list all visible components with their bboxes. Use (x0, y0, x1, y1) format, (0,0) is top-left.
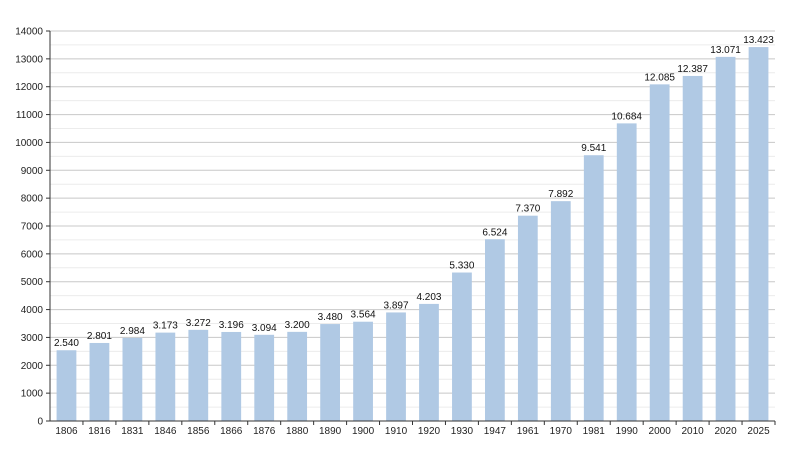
y-tick-label: 12000 (15, 82, 43, 93)
bar-value-label: 5.330 (449, 261, 474, 272)
y-tick-label: 7000 (21, 222, 44, 233)
bar (649, 84, 670, 421)
bars (56, 47, 769, 422)
y-tick-label: 3000 (21, 333, 44, 344)
bar (682, 75, 703, 422)
bar-value-label: 2.984 (120, 326, 145, 337)
y-tick-label: 2000 (21, 361, 44, 372)
bar-value-label: 3.200 (285, 320, 310, 331)
bar-value-label: 3.897 (384, 300, 409, 311)
bar-value-label: 3.272 (186, 318, 211, 329)
bar-value-label: 13.423 (743, 35, 774, 46)
y-tick-label: 4000 (21, 305, 44, 316)
bar (517, 215, 538, 421)
y-tick-label: 0 (37, 417, 43, 428)
bar-value-label: 3.196 (219, 320, 244, 331)
bar-value-label: 13.071 (710, 45, 741, 56)
bar-value-label: 3.480 (318, 312, 343, 323)
x-tick-label: 2010 (681, 426, 704, 437)
x-tick-label: 1961 (517, 426, 540, 437)
y-tick-label: 9000 (21, 166, 44, 177)
bar-value-label: 10.684 (611, 111, 642, 122)
bar (353, 321, 373, 421)
bar (419, 303, 439, 421)
bar (452, 272, 472, 421)
x-tick-label: 1920 (418, 426, 441, 437)
y-axis: 0 1000 2000 3000 4000 5000 6000 7000 8000 9000 100… (15, 27, 51, 428)
x-tick-label: 1890 (319, 426, 342, 437)
x-tick-label: 1846 (154, 426, 177, 437)
x-tick-label: 2025 (747, 426, 770, 437)
bar (550, 201, 571, 421)
bar-value-label: 12.085 (644, 72, 675, 83)
y-tick-label: 6000 (21, 249, 44, 260)
y-tick-label: 13000 (15, 54, 43, 65)
bar (287, 331, 308, 421)
bar (320, 324, 340, 421)
bar (56, 350, 77, 421)
x-tick-label: 1876 (253, 426, 276, 437)
x-tick-label: 1910 (385, 426, 408, 437)
x-tick-label: 1900 (352, 426, 375, 437)
x-tick-label: 1866 (220, 426, 243, 437)
x-tick-label: 1831 (121, 426, 144, 437)
bar (122, 337, 143, 421)
bar-value-label: 3.564 (351, 310, 376, 321)
bar-value-label: 12.387 (677, 64, 708, 75)
bar-value-label: 3.094 (252, 323, 277, 334)
bar-value-label: 6.524 (482, 227, 507, 238)
x-tick-label: 1981 (583, 426, 606, 437)
x-tick-label: 2020 (714, 426, 737, 437)
bar (386, 312, 406, 421)
bar-value-label: 2.540 (54, 338, 79, 349)
y-tick-label: 1000 (21, 389, 44, 400)
bar (715, 56, 736, 422)
x-tick-label: 1806 (55, 426, 78, 437)
y-tick-label: 5000 (21, 277, 44, 288)
bar-value-label: 7.370 (515, 204, 540, 215)
bar (155, 332, 176, 421)
y-tick-label: 10000 (15, 138, 43, 149)
x-tick-label: 1930 (451, 426, 474, 437)
bar-value-label: 4.203 (416, 292, 441, 303)
x-tick-label: 1970 (550, 426, 573, 437)
x-tick-label: 1856 (187, 426, 210, 437)
bar (583, 155, 604, 421)
bar (188, 329, 209, 421)
bar-value-label: 7.892 (548, 189, 573, 200)
bar (748, 47, 769, 421)
x-tick-label: 2000 (649, 426, 672, 437)
y-tick-label: 8000 (21, 194, 44, 205)
bar (616, 123, 637, 422)
x-tick-label: 1990 (616, 426, 639, 437)
x-tick-label: 1880 (286, 426, 309, 437)
bar-value-label: 3.173 (153, 321, 178, 332)
y-tick-label: 11000 (16, 110, 44, 121)
x-axis: 1806 1816 1831 1846 1856 1866 1876 1880 1890 1900… (50, 420, 776, 437)
bar (485, 239, 505, 421)
y-tick-label: 14000 (15, 27, 43, 38)
bar (221, 331, 242, 421)
bar-value-label: 2.801 (87, 331, 112, 342)
bar-value-label: 9.541 (581, 143, 606, 154)
x-tick-label: 1816 (88, 426, 111, 437)
bar (254, 334, 275, 421)
bar (89, 342, 110, 421)
x-tick-label: 1947 (484, 426, 507, 437)
value-labels: 2.540 2.801 2.984 3.173 3.272 3.196 3.094 3.200… (54, 35, 774, 349)
